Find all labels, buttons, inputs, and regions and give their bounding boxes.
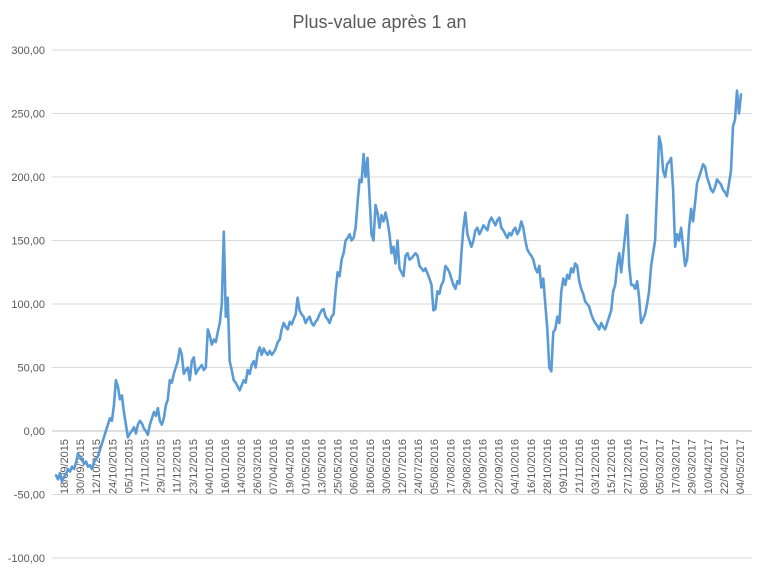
y-tick-label: 250,00	[11, 109, 45, 121]
y-tick-label: 50,00	[17, 363, 45, 375]
x-tick-label: 14/03/2016	[236, 439, 248, 494]
y-tick-label: 200,00	[11, 172, 45, 184]
x-tick-label: 06/06/2016	[349, 439, 361, 494]
x-tick-label: 04/05/2017	[735, 439, 747, 494]
x-tick-label: 18/09/2015	[59, 439, 71, 494]
x-tick-label: 05/03/2017	[655, 439, 667, 494]
x-tick-label: 17/03/2017	[671, 439, 683, 494]
y-tick-label: 300,00	[11, 45, 45, 57]
x-tick-label: 10/04/2017	[703, 439, 715, 494]
x-tick-label: 08/01/2017	[638, 439, 650, 494]
y-tick-label: 150,00	[11, 236, 45, 248]
x-tick-label: 30/06/2016	[381, 439, 393, 494]
x-tick-label: 29/08/2016	[461, 439, 473, 494]
x-tick-label: 04/01/2016	[204, 439, 216, 494]
x-tick-label: 21/11/2016	[574, 439, 586, 493]
gridlines	[52, 49, 752, 559]
y-tick-label: -100,00	[8, 553, 45, 565]
x-tick-label: 26/03/2016	[252, 439, 264, 494]
x-tick-label: 24/10/2015	[107, 439, 119, 494]
x-axis-tick-labels: 18/09/2015 30/09/2015 12/10/2015 24/10/2015…	[59, 439, 747, 494]
x-tick-label: 29/03/2017	[687, 439, 699, 494]
x-tick-label: 22/04/2017	[719, 439, 731, 494]
x-tick-label: 19/04/2016	[284, 439, 296, 494]
x-tick-label: 16/01/2016	[220, 439, 232, 494]
x-tick-label: 28/10/2016	[542, 439, 554, 494]
x-tick-label: 04/10/2016	[510, 439, 522, 494]
x-tick-label: 11/12/2015	[172, 439, 184, 493]
x-tick-label: 03/12/2016	[590, 439, 602, 494]
x-tick-label: 10/09/2016	[477, 439, 489, 494]
x-tick-label: 12/07/2016	[397, 439, 409, 494]
x-tick-label: 23/12/2015	[188, 439, 200, 494]
x-tick-label: 24/07/2016	[413, 439, 425, 494]
y-tick-label: 100,00	[11, 299, 45, 311]
series-line	[54, 89, 743, 484]
x-tick-label: 18/06/2016	[365, 439, 377, 494]
y-tick-label: 0,00	[24, 426, 45, 438]
x-tick-label: 07/04/2016	[268, 439, 280, 494]
y-axis-tick-labels: 300,00 250,00 200,00 150,00 100,00 50,00 0,00 -…	[8, 45, 45, 565]
x-tick-label: 05/11/2015	[123, 439, 135, 493]
x-tick-label: 25/05/2016	[333, 439, 345, 494]
x-tick-label: 29/11/2015	[156, 439, 168, 493]
x-tick-label: 09/11/2016	[558, 439, 570, 493]
x-tick-label: 17/08/2016	[445, 439, 457, 494]
x-tick-label: 17/11/2015	[139, 439, 151, 493]
y-tick-label: -50,00	[14, 490, 45, 502]
x-tick-label: 30/09/2015	[75, 439, 87, 494]
x-tick-label: 22/09/2016	[494, 439, 506, 494]
x-tick-label: 27/12/2016	[622, 439, 634, 494]
series-layer	[54, 89, 743, 484]
chart-title: Plus-value après 1 an	[292, 12, 466, 32]
x-tick-label: 05/08/2016	[429, 439, 441, 494]
x-tick-label: 16/10/2016	[526, 439, 538, 494]
x-tick-label: 01/05/2016	[300, 439, 312, 494]
x-tick-label: 15/12/2016	[606, 439, 618, 494]
x-tick-label: 13/05/2016	[317, 439, 329, 494]
